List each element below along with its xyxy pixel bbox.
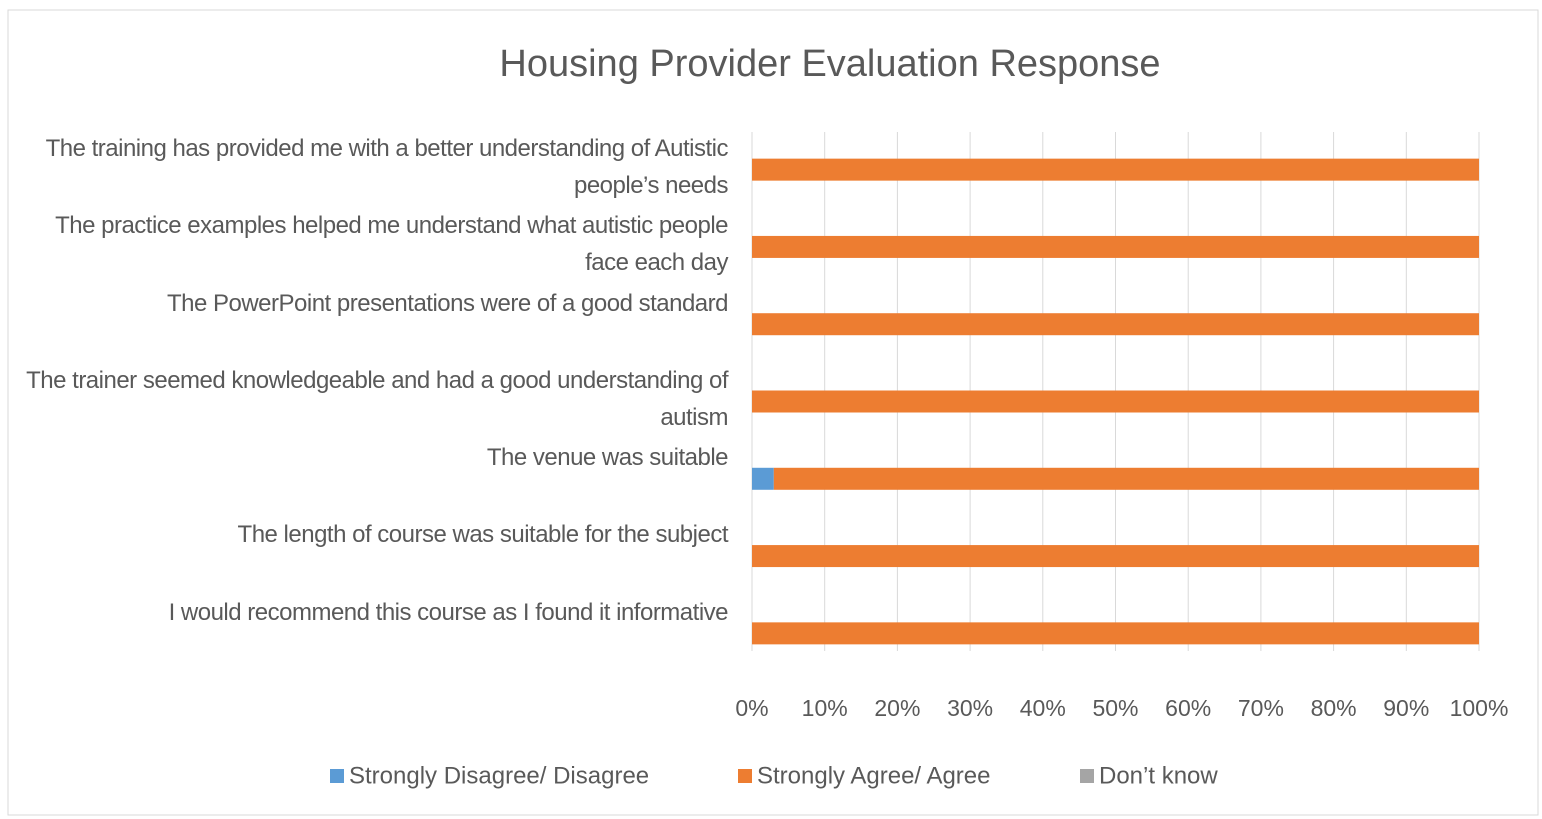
x-tick-label: 100%: [1450, 695, 1509, 721]
x-tick-label: 60%: [1165, 695, 1211, 721]
y-tick-label: The practice examples helped me understa…: [55, 212, 728, 277]
legend-swatch: [738, 769, 752, 783]
bar-segment: [752, 235, 1479, 258]
x-tick-label: 80%: [1311, 695, 1357, 721]
bar-segment: [752, 313, 1479, 336]
bar-segment: [752, 467, 774, 490]
x-tick-label: 40%: [1020, 695, 1066, 721]
legend-swatch: [330, 769, 344, 783]
legend-label: Don’t know: [1099, 762, 1218, 789]
bar-segment: [773, 467, 1479, 490]
bar-segment: [752, 158, 1479, 181]
legend-label: Strongly Disagree/ Disagree: [349, 762, 649, 789]
x-tick-label: 90%: [1383, 695, 1429, 721]
y-tick-label: The PowerPoint presentations were of a g…: [166, 289, 729, 317]
bar-segment: [752, 390, 1479, 413]
bar-segment: [752, 545, 1479, 568]
x-tick-label: 70%: [1238, 695, 1284, 721]
y-tick-label: The venue was suitable: [486, 444, 729, 472]
y-tick-label: I would recommend this course as I found…: [168, 598, 729, 626]
bar-segment: [752, 622, 1479, 645]
x-tick-label: 10%: [802, 695, 848, 721]
x-tick-label: 30%: [947, 695, 993, 721]
legend-swatch: [1080, 769, 1094, 783]
y-tick-label: The length of course was suitable for th…: [237, 521, 729, 549]
y-tick-label: The trainer seemed knowledgeable and had…: [26, 366, 728, 431]
chart-title: Housing Provider Evaluation Response: [499, 43, 1160, 85]
x-tick-label: 0%: [735, 695, 768, 721]
y-tick-label: The training has provided me with a bett…: [45, 135, 729, 199]
legend-label: Strongly Agree/ Agree: [757, 762, 990, 789]
x-tick-label: 20%: [874, 695, 920, 721]
x-tick-label: 50%: [1092, 695, 1138, 721]
